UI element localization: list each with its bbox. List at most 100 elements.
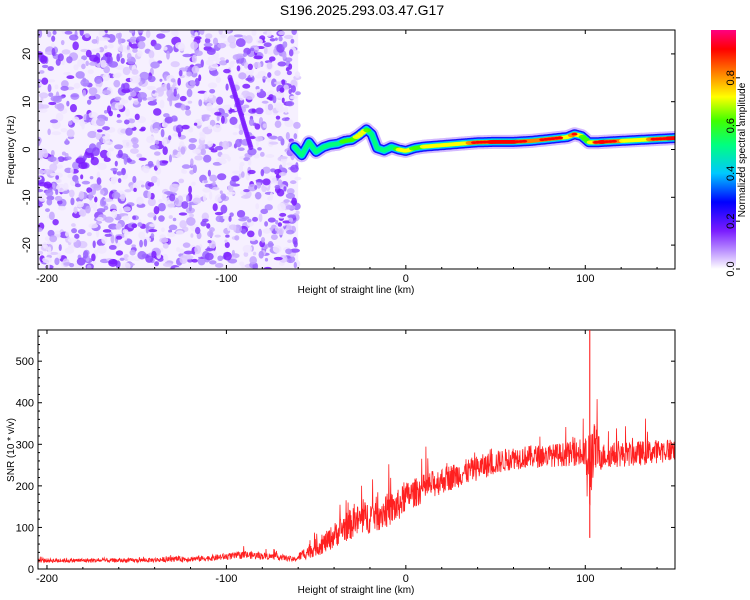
noise-blob [55,189,59,195]
noise-blob [170,115,178,122]
noise-blob [145,30,151,39]
noise-blob [293,121,301,129]
noise-blob [246,218,252,223]
noise-blob [129,36,138,44]
noise-blob [291,197,297,206]
noise-blob [290,164,299,173]
noise-blob [149,144,160,150]
noise-blob [123,206,131,212]
noise-blob [292,236,298,245]
noise-blob [160,30,171,33]
noise-blob [229,116,238,125]
noise-blob [152,90,156,94]
noise-blob [159,237,169,243]
noise-blob [179,248,185,254]
y-tick-label: 200 [16,481,34,493]
noise-blob [279,87,285,93]
noise-blob [214,111,222,116]
noise-blob [161,160,169,164]
noise-blob [88,111,99,119]
noise-blob [225,59,229,64]
noise-blob [194,36,202,40]
noise-blob [117,44,127,52]
noise-blob [215,76,221,84]
noise-blob [91,38,98,44]
noise-blob [147,191,152,200]
noise-blob [54,84,59,90]
noise-blob [149,223,156,228]
noise-blob [123,156,128,165]
noise-blob [180,146,186,155]
noise-blob [247,159,252,166]
noise-blob [249,135,256,140]
noise-blob [40,55,48,64]
noise-blob [98,46,105,53]
noise-blob [236,209,246,218]
ridge-peak [521,139,528,143]
noise-blob [272,95,277,104]
noise-blob [275,103,283,112]
snr-x-label: Height of straight line (km) [298,585,415,596]
noise-blob [279,254,288,263]
noise-blob [156,159,160,169]
noise-blob [225,83,229,91]
noise-blob [223,68,231,74]
noise-blob [212,203,218,212]
noise-blob [188,203,192,212]
noise-blob [146,135,155,144]
noise-blob [223,251,232,261]
noise-blob [161,227,165,232]
noise-blob [57,156,65,163]
noise-blob [63,72,71,76]
noise-blob [204,252,214,261]
noise-blob [45,208,50,213]
noise-blob [64,30,73,35]
noise-blob [124,233,128,241]
noise-blob [147,160,154,167]
noise-blob [287,239,292,244]
noise-blob [229,41,237,49]
noise-blob [269,38,276,42]
noise-blob [201,218,209,223]
noise-blob [234,235,240,241]
noise-blob [205,33,213,39]
noise-blob [266,30,272,37]
noise-blob [68,120,73,126]
noise-blob [121,139,127,143]
noise-blob [260,208,269,215]
noise-blob [170,61,180,68]
noise-blob [73,64,79,71]
noise-blob [98,30,106,37]
noise-blob [160,247,164,252]
noise-blob [218,30,223,35]
noise-blob [132,215,136,220]
noise-blob [115,223,122,230]
noise-blob [251,108,256,113]
noise-blob [129,249,136,256]
noise-blob [69,103,78,113]
noise-blob [117,178,122,184]
noise-blob [186,258,193,263]
noise-blob [153,127,159,134]
noise-blob [162,193,167,201]
noise-blob [132,48,138,53]
noise-blob [106,151,112,158]
noise-blob [181,164,191,169]
noise-blob [100,135,111,144]
noise-blob [217,42,227,49]
noise-blob [239,94,244,101]
noise-blob [57,53,64,62]
noise-blob [137,50,143,57]
figure-title: S196.2025.293.03.47.G17 [280,2,444,18]
noise-blob [61,151,66,156]
noise-blob [293,133,298,140]
noise-blob [183,250,194,255]
noise-blob [154,261,160,267]
noise-blob [86,113,90,123]
noise-streak [248,144,254,151]
noise-blob [61,80,69,88]
noise-blob [44,51,54,55]
noise-blob [86,147,94,153]
colorbar-ticks: 0.0 0.2 0.4 0.6 0.8 [725,70,740,277]
noise-blob [274,37,278,41]
